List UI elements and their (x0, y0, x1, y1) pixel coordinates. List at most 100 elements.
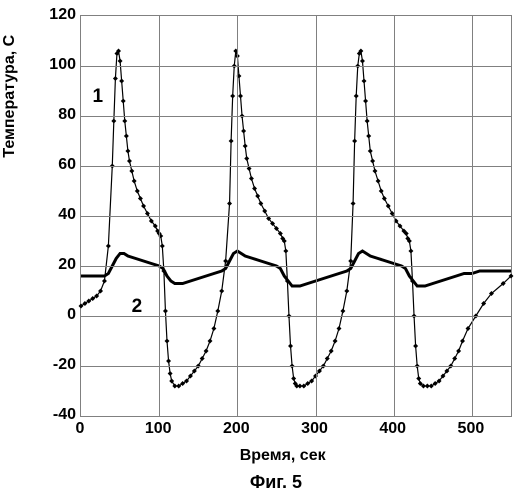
ytick-label: 120 (36, 6, 76, 24)
chart-container: Температура, С 1 2 -40-20020406080100120… (0, 0, 531, 500)
series-marker (456, 349, 461, 354)
series-marker (408, 249, 413, 254)
series-marker (362, 79, 367, 84)
figure-caption: Фиг. 5 (250, 472, 302, 493)
ytick-label: 60 (36, 156, 76, 174)
xtick-label: 400 (379, 420, 406, 438)
xtick-label: 500 (458, 420, 485, 438)
gridline-v (159, 16, 160, 416)
series-label-2: 2 (132, 296, 143, 318)
ytick-label: 40 (36, 206, 76, 224)
series-marker (262, 209, 267, 214)
x-axis-label: Время, сек (240, 447, 326, 465)
series-marker (238, 94, 243, 99)
series-marker (118, 59, 123, 64)
series-marker (160, 244, 165, 249)
series-marker (215, 309, 220, 314)
gridline-h (81, 116, 511, 117)
series-marker (344, 289, 349, 294)
series-marker (360, 59, 365, 64)
series-marker (135, 189, 140, 194)
series-marker (163, 309, 168, 314)
series-marker (288, 344, 293, 349)
ytick-label: 100 (36, 56, 76, 74)
xtick-label: 300 (301, 420, 328, 438)
ytick-label: 80 (36, 106, 76, 124)
series-marker (204, 349, 209, 354)
gridline-v (394, 16, 395, 416)
series-marker (119, 79, 124, 84)
gridline-h (81, 266, 511, 267)
series-marker (132, 179, 137, 184)
series-marker (219, 289, 224, 294)
series-marker (416, 376, 421, 381)
series-marker (243, 144, 248, 149)
series-marker (208, 339, 213, 344)
series-marker (333, 339, 338, 344)
series-marker (366, 134, 371, 139)
gridline-h (81, 216, 511, 217)
series-marker (386, 204, 391, 209)
series-marker (337, 326, 342, 331)
series-marker (125, 149, 130, 154)
ytick-label: -40 (36, 406, 76, 424)
series-marker (111, 119, 116, 124)
series-marker (325, 356, 330, 361)
series-marker (291, 376, 296, 381)
series-marker (258, 201, 263, 206)
series-marker (370, 159, 375, 164)
series-marker (249, 176, 254, 181)
series-marker (379, 189, 384, 194)
series-marker (166, 359, 171, 364)
series-marker (255, 194, 260, 199)
series-label-1: 1 (93, 86, 104, 108)
series-marker (354, 94, 359, 99)
series-marker (102, 279, 107, 284)
gridline-h (81, 166, 511, 167)
xtick-label: 100 (145, 420, 172, 438)
gridline-v (472, 16, 473, 416)
series-marker (351, 201, 356, 206)
series-line-2 (81, 251, 511, 286)
series-marker (340, 309, 345, 314)
series-marker (127, 159, 132, 164)
series-marker (165, 339, 170, 344)
series-marker (382, 196, 387, 201)
gridline-v (237, 16, 238, 416)
series-marker (368, 149, 373, 154)
ytick-label: 0 (36, 306, 76, 324)
gridline-h (81, 66, 511, 67)
xtick-label: 0 (76, 420, 85, 438)
gridline-h (81, 366, 511, 367)
gridline-h (81, 316, 511, 317)
series-marker (211, 326, 216, 331)
series-marker (460, 339, 465, 344)
series-marker (227, 201, 232, 206)
series-marker (241, 129, 246, 134)
series-marker (113, 76, 118, 81)
series-marker (376, 179, 381, 184)
plot-area: 1 2 (80, 15, 512, 417)
series-marker (352, 139, 357, 144)
series-marker (121, 99, 126, 104)
series-marker (230, 94, 235, 99)
series-marker (363, 99, 368, 104)
series-marker (329, 349, 334, 354)
series-marker (122, 119, 127, 124)
series-marker (138, 196, 143, 201)
series-marker (252, 186, 257, 191)
series-marker (106, 244, 111, 249)
series-marker (452, 356, 457, 361)
series-marker (168, 371, 173, 376)
series-marker (413, 344, 418, 349)
series-marker (129, 169, 134, 174)
series-marker (200, 356, 205, 361)
y-axis-label: Температура, С (1, 35, 19, 158)
gridline-v (316, 16, 317, 416)
xtick-label: 200 (223, 420, 250, 438)
ytick-label: -20 (36, 356, 76, 374)
series-marker (244, 156, 249, 161)
series-marker (372, 169, 377, 174)
series-marker (365, 119, 370, 124)
series-marker (283, 249, 288, 254)
